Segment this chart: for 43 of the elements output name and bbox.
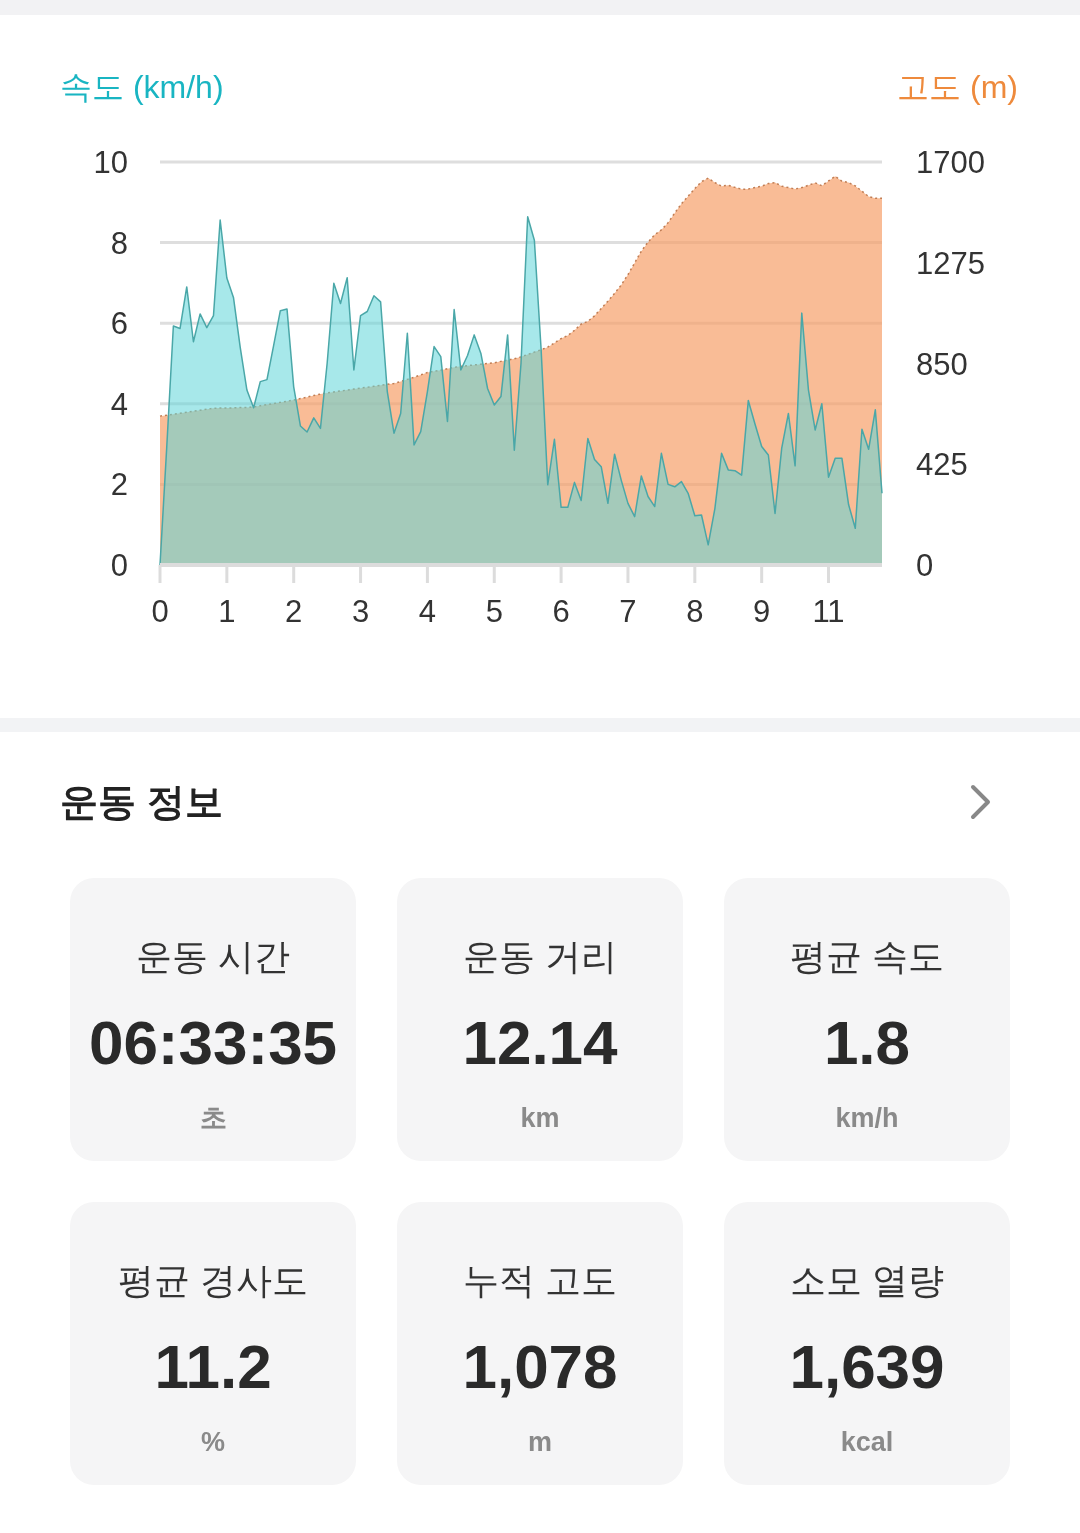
y2-tick-label: 1275 <box>916 245 985 281</box>
x-tick-label: 2 <box>285 594 303 629</box>
text: 평균 속도 <box>789 936 945 977</box>
y2-tick-label: 850 <box>916 346 968 382</box>
text: 06:33:35 <box>88 1008 338 1077</box>
y2-tick-label: 425 <box>916 447 968 483</box>
text: m <box>527 1427 553 1457</box>
x-tick-label: 9 <box>753 594 771 629</box>
x-tick-label: 4 <box>418 594 437 629</box>
x-tick-label: 1 <box>218 594 236 629</box>
y2-axis-title: 고도 (m) <box>897 69 1018 105</box>
x-tick-label: 5 <box>485 594 503 629</box>
text: kcal <box>840 1427 894 1457</box>
text: 초 <box>199 1103 227 1133</box>
text: 운동 거리 <box>462 936 618 977</box>
text: 12.14 <box>462 1008 619 1077</box>
text: km <box>520 1103 560 1133</box>
x-tick-label: 3 <box>351 594 370 629</box>
text: 11.2 <box>154 1332 272 1401</box>
x-tick-label: 6 <box>552 594 570 629</box>
x-tick-label: 0 <box>151 594 169 629</box>
text: 1,639 <box>789 1332 945 1401</box>
y-tick-label: 2 <box>110 467 128 503</box>
y2-tick-label: 0 <box>916 548 934 583</box>
y2-tick-label: 1700 <box>916 145 985 180</box>
text: km/h <box>835 1103 899 1133</box>
text: 1,078 <box>462 1332 618 1401</box>
y-tick-label: 0 <box>110 548 128 583</box>
x-tick-label: 11 <box>812 594 845 629</box>
text: 소모 열량 <box>789 1260 945 1301</box>
y-tick-label: 8 <box>110 225 128 261</box>
x-tick-label: 8 <box>686 594 704 629</box>
y-tick-label: 6 <box>110 306 128 342</box>
text: % <box>200 1427 226 1457</box>
x-tick-label: 7 <box>619 594 637 629</box>
y-tick-label: 4 <box>110 386 128 422</box>
text: 평균 경사도 <box>117 1260 309 1301</box>
text: 운동 정보 <box>60 781 223 823</box>
text: 운동 시간 <box>135 936 291 977</box>
y-axis-title: 속도 (km/h) <box>60 69 224 105</box>
text: 1.8 <box>823 1008 911 1077</box>
y-tick-label: 10 <box>93 145 128 180</box>
text: 누적 고도 <box>462 1260 618 1301</box>
